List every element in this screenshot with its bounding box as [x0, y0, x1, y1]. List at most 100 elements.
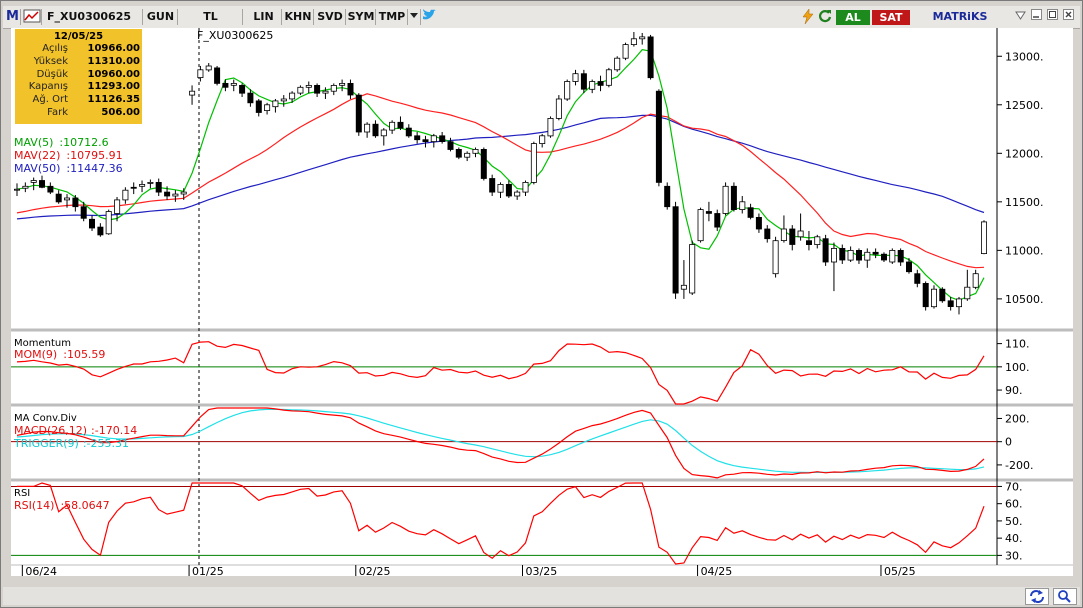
candle-up [205, 65, 212, 71]
candle-up [589, 81, 596, 90]
candle-down [730, 185, 737, 211]
lin-button[interactable]: LIN [246, 9, 282, 25]
candle-up [147, 181, 154, 184]
rsi-axis-label: 50. [1005, 515, 1023, 528]
candle-up [297, 86, 304, 94]
mav5-legend: MAV(5):10712.6 [14, 136, 109, 149]
candle-up [289, 92, 296, 100]
sell-button[interactable]: SAT [872, 10, 910, 25]
candle-down [239, 85, 246, 94]
candle-up [814, 236, 821, 246]
matriks-logo: MATRiKS [932, 10, 988, 23]
macd-legend: MACD(26,12):-170.14 [14, 424, 137, 437]
candle-up [14, 188, 20, 191]
candle-down [489, 178, 496, 193]
candle-up [272, 100, 279, 108]
currency-button[interactable]: TL [179, 9, 243, 25]
symbol-field[interactable]: F_XU0300625 [43, 9, 143, 25]
candle-down [672, 206, 679, 294]
m-logo-icon[interactable]: M [5, 9, 21, 25]
mom-legend: MOM(9):105.59 [14, 348, 105, 361]
trigger-line [16, 408, 985, 474]
candle-down [881, 253, 888, 261]
candle-up [389, 121, 396, 131]
minimize-icon[interactable] [1029, 9, 1044, 25]
candle-down [72, 197, 79, 208]
candle-down [397, 121, 404, 129]
momentum-line [16, 341, 985, 405]
candle-down [47, 185, 54, 193]
candle-up [680, 284, 687, 290]
candle-up [64, 197, 71, 201]
close-icon[interactable] [1061, 9, 1076, 25]
candle-up [197, 69, 204, 78]
candle-up [522, 181, 529, 193]
macd-axis-label: 200. [1005, 412, 1030, 425]
price-axis-label: 12500. [1005, 99, 1044, 112]
candle-up [114, 199, 121, 214]
dropdown-arrow-icon[interactable] [408, 9, 421, 25]
candle-up [472, 149, 479, 154]
price-axis-label: 13000. [1005, 50, 1044, 63]
zoom-icon[interactable] [1053, 588, 1077, 605]
momentum-axis-label: 90. [1005, 384, 1023, 397]
info-row: Yüksek 11310.00 [33, 55, 140, 67]
sync-icon[interactable] [1025, 588, 1049, 605]
candle-down [447, 141, 454, 150]
candle-up [139, 183, 146, 187]
candle-up [889, 249, 896, 263]
khn-button[interactable]: KHN [283, 9, 314, 25]
date-axis-label: 04/25 [701, 565, 733, 576]
candle-up [280, 98, 287, 102]
candle-up [931, 288, 938, 308]
svd-button[interactable]: SVD [315, 9, 346, 25]
tmp-button[interactable]: TMP [377, 9, 408, 25]
rsi-axis-label: 30. [1005, 549, 1023, 562]
chart-title: F_XU0300625 [197, 29, 273, 42]
chart-type-icon[interactable] [22, 9, 42, 25]
candle-down [647, 36, 654, 79]
candle-down [222, 83, 229, 88]
candle-up [339, 83, 346, 86]
mav22-line [16, 93, 985, 269]
candle-down [255, 100, 262, 113]
bottom-bar [3, 587, 1080, 605]
price-chart-svg[interactable]: 13000. 12500. 12000. 11500. 11000. 10500. 110.… [11, 28, 1073, 578]
menu-arrow-icon[interactable] [1013, 9, 1028, 25]
info-row: Düşük 10960.00 [36, 68, 140, 80]
candle-down [155, 181, 162, 193]
candle-up [180, 191, 187, 195]
price-axis-label: 10500. [1005, 293, 1044, 306]
buy-button[interactable]: AL [836, 10, 870, 25]
candle-down [247, 92, 254, 104]
twitter-icon[interactable] [421, 9, 438, 25]
candle-down [939, 288, 946, 302]
sym-button[interactable]: SYM [347, 9, 376, 25]
candle-down [97, 226, 104, 236]
candle-down [38, 180, 45, 188]
period-button[interactable]: GUN [144, 9, 178, 25]
candle-up [564, 81, 571, 100]
mav5-line [16, 49, 985, 302]
candle-up [831, 247, 838, 263]
candle-up [972, 273, 979, 288]
candle-up [497, 183, 504, 193]
candle-up [697, 209, 704, 242]
candle-up [539, 135, 546, 145]
maximize-icon[interactable] [1045, 9, 1060, 25]
candle-down [130, 186, 137, 189]
candle-up [981, 221, 988, 254]
rsi-axis-label: 40. [1005, 532, 1023, 545]
chart-area[interactable]: 13000. 12500. 12000. 11500. 11000. 10500. 110.… [11, 28, 1073, 578]
lightning-icon[interactable] [800, 8, 816, 25]
candle-down [414, 135, 421, 141]
candle-up [689, 244, 696, 294]
info-date: 12/05/25 [53, 31, 104, 42]
mav50-line [16, 114, 985, 220]
candle-up [230, 83, 237, 86]
candle-down [789, 228, 796, 245]
candle-up [847, 249, 854, 261]
refresh-icon[interactable] [817, 9, 833, 25]
candle-down [806, 240, 813, 245]
